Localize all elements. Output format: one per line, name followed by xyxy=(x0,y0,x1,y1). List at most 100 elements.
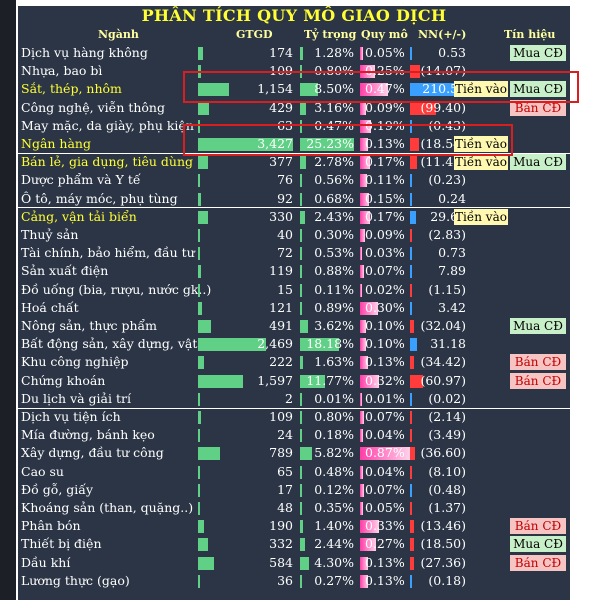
sector-name: Công nghệ, viễn thông xyxy=(21,99,165,115)
table-row: Chứng khoán 1,597 11.77% 0.32% (60.97) Bán CĐ xyxy=(18,372,570,390)
nn-bar xyxy=(410,356,414,370)
quy-mo-value: 0.27% xyxy=(365,536,405,552)
nn-bar xyxy=(410,320,414,333)
ty-trong-bar xyxy=(300,465,302,479)
sector-name: Dịch vụ hàng không xyxy=(21,45,148,60)
ty-trong-value: 3.16% xyxy=(314,99,354,115)
nn-bar xyxy=(410,556,414,570)
table-row: Dầu khí 584 4.30% 0.13% (27.36) Bán CĐ xyxy=(18,554,570,572)
gtgd-value: 92 xyxy=(277,190,293,206)
quy-mo-cell: 0.02% xyxy=(360,281,414,299)
quy-mo-cell: 0.09% xyxy=(360,99,414,117)
nn-value: (60.97) xyxy=(420,372,466,388)
analysis-panel: PHÂN TÍCH QUY MÔ GIAO DỊCH Ngành GTGD Tỷ… xyxy=(18,6,570,600)
signal-badge: Bán CĐ xyxy=(510,518,566,535)
table-row: Tài chính, bảo hiểm, đầu tư 72 0.53% 0.03% 0… xyxy=(18,244,570,262)
ty-trong-value: 0.27% xyxy=(314,572,354,588)
gtgd-cell: 222 xyxy=(198,353,295,371)
header-quy-mo: Quy mô xyxy=(361,28,408,41)
nn-bar xyxy=(410,502,412,515)
ty-trong-cell: 0.48% xyxy=(300,463,356,481)
gtgd-bar xyxy=(198,538,208,552)
nn-cell: 0.53 xyxy=(408,44,468,62)
highlight-box-steel xyxy=(183,71,579,103)
quy-mo-bar xyxy=(360,229,365,242)
quy-mo-value: 0.15% xyxy=(365,190,405,206)
sector-name: Lương thực (gạo) xyxy=(21,572,130,588)
ty-trong-cell: 0.18% xyxy=(300,426,356,444)
ty-trong-value: 2.43% xyxy=(314,208,354,224)
nn-bar xyxy=(410,483,412,497)
ty-trong-value: 3.62% xyxy=(314,318,354,333)
ty-trong-value: 0.11% xyxy=(314,281,354,297)
highlight-box-bank xyxy=(183,124,513,156)
gtgd-value: 3,427 xyxy=(257,136,293,151)
ty-trong-value: 0.35% xyxy=(314,500,354,515)
table-row: Nông sản, thực phẩm 491 3.62% 0.10% (32.04) M… xyxy=(18,317,570,335)
nn-value: (0.02) xyxy=(428,390,466,406)
nn-value: (2.83) xyxy=(428,227,466,242)
gtgd-bar xyxy=(198,320,211,333)
quy-mo-value: 0.25% xyxy=(365,63,405,79)
sector-name: Đồ gỗ, giấy xyxy=(21,481,94,497)
ty-trong-bar xyxy=(300,411,302,424)
nn-bar xyxy=(410,429,412,443)
sector-name: Đồ uống (bia, rượu, nước gk..) xyxy=(21,281,212,297)
signal-badge: Mua CĐ xyxy=(510,81,566,98)
ty-trong-value: 2.44% xyxy=(314,536,354,552)
gtgd-cell: 2,469 xyxy=(198,335,295,353)
sector-name: Bán lẻ, gia dụng, tiêu dùng xyxy=(21,154,194,170)
quy-mo-cell: 0.07% xyxy=(360,408,414,426)
ty-trong-bar xyxy=(300,429,302,443)
sector-name: Dầu khí xyxy=(21,554,71,570)
quy-mo-bar xyxy=(360,447,410,461)
gtgd-value: 2 xyxy=(285,390,293,406)
gtgd-value: 1,597 xyxy=(257,372,293,388)
header-tin-hieu: Tín hiệu xyxy=(504,28,556,41)
quy-mo-cell: 0.13% xyxy=(360,554,414,572)
nn-cell: (0.02) xyxy=(408,390,468,408)
quy-mo-value: 0.01% xyxy=(365,390,405,406)
gtgd-cell: 584 xyxy=(198,554,295,572)
quy-mo-cell: 0.15% xyxy=(360,190,414,208)
gtgd-value: 174 xyxy=(269,45,293,60)
gtgd-bar xyxy=(198,119,200,133)
quy-mo-bar xyxy=(360,338,366,352)
table-row: Đồ gỗ, giấy 17 0.12% 0.07% (0.48) xyxy=(18,481,570,499)
panel-title: PHÂN TÍCH QUY MÔ GIAO DỊCH xyxy=(141,6,447,25)
gtgd-cell: 48 xyxy=(198,499,295,517)
quy-mo-cell: 0.11% xyxy=(360,171,414,189)
quy-mo-value: 0.17% xyxy=(365,208,405,224)
ty-trong-value: 0.68% xyxy=(314,190,354,206)
quy-mo-bar xyxy=(360,174,367,188)
ty-trong-value: 18.18% xyxy=(306,336,354,352)
quy-mo-bar xyxy=(360,392,362,406)
row-separator xyxy=(18,152,570,154)
nn-bar xyxy=(410,392,412,406)
ty-trong-bar xyxy=(300,83,318,97)
quy-mo-bar xyxy=(360,502,363,515)
ty-trong-cell: 2.43% xyxy=(300,208,356,226)
ty-trong-value: 1.28% xyxy=(314,45,354,60)
gtgd-bar xyxy=(198,447,220,461)
nn-bar xyxy=(410,210,416,224)
nn-value: (18.50) xyxy=(420,536,466,552)
header-nganh: Ngành xyxy=(98,28,139,41)
nn-value: (99.40) xyxy=(420,99,466,115)
sector-name: Hoá chất xyxy=(21,299,79,315)
quy-mo-bar xyxy=(360,374,379,388)
ty-trong-cell: 1.28% xyxy=(300,44,356,62)
quy-mo-bar xyxy=(360,265,364,279)
gtgd-bar xyxy=(198,356,204,370)
gtgd-cell: 15 xyxy=(198,281,295,299)
quy-mo-cell: 0.09% xyxy=(360,226,414,244)
sector-name: Thuỷ sản xyxy=(21,227,79,242)
signal-badge: Mua CĐ xyxy=(510,536,566,553)
quy-mo-cell: 0.13% xyxy=(360,353,414,371)
table-row: Công nghệ, viễn thông 429 3.16% 0.09% (99.40… xyxy=(18,99,570,117)
quy-mo-value: 0.05% xyxy=(365,500,405,515)
sector-name: Dược phẩm và Y tế xyxy=(21,172,141,188)
gtgd-value: 789 xyxy=(269,445,293,461)
inflow-badge: Tiền vào xyxy=(454,208,508,225)
nn-bar xyxy=(410,47,412,60)
